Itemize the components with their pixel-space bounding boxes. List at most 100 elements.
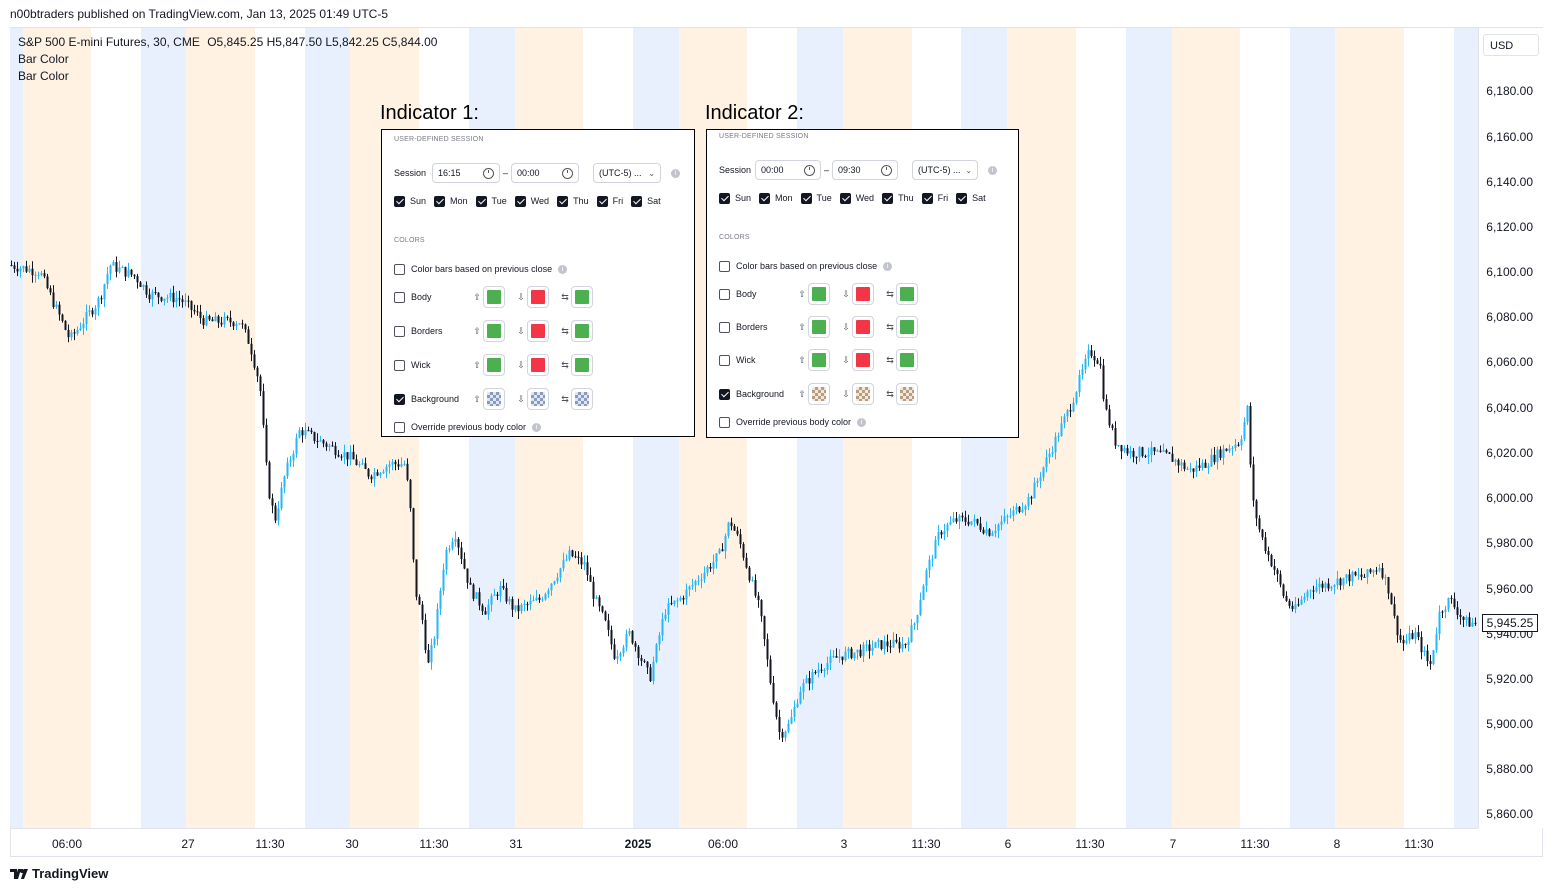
up-color-swatch[interactable] <box>808 283 830 305</box>
candle <box>1201 459 1204 471</box>
day-label: Tue <box>491 196 507 206</box>
symbol-row[interactable]: S&P 500 E-mini Futures, 30, CME O5,845.2… <box>18 34 437 51</box>
indicator-legend-1[interactable]: Bar Color <box>18 52 69 66</box>
up-color-swatch[interactable] <box>808 383 830 405</box>
candle <box>1270 553 1273 568</box>
candle <box>1111 423 1114 431</box>
day-wed-checkbox[interactable]: Wed <box>514 195 549 207</box>
wick-checkbox[interactable] <box>719 354 730 366</box>
candle <box>1168 451 1171 454</box>
borders-checkbox[interactable] <box>719 321 730 333</box>
indicator-legend-2[interactable]: Bar Color <box>18 69 69 83</box>
candle <box>1435 627 1438 653</box>
up-color-swatch[interactable] <box>483 286 505 308</box>
candle <box>610 625 613 650</box>
neutral-color-swatch[interactable] <box>571 354 593 376</box>
swap-arrow-icon: ⇆ <box>886 321 894 332</box>
neutral-color-swatch[interactable] <box>571 388 593 410</box>
session-start-input[interactable]: 16:15 <box>432 163 500 183</box>
day-sun-checkbox[interactable]: Sun <box>719 192 751 204</box>
override-row[interactable]: Override previous body color i <box>719 414 867 430</box>
info-icon[interactable]: i <box>671 168 681 178</box>
candle <box>1333 584 1336 595</box>
candle <box>1330 585 1333 592</box>
override-row[interactable]: Override previous body color i <box>394 419 542 435</box>
currency-button[interactable]: USD <box>1483 34 1539 56</box>
candle <box>1033 477 1036 499</box>
time-axis[interactable]: 06:00 27 11:30 30 11:30 31 2025 06:00 3 … <box>10 828 1478 857</box>
day-mon-checkbox[interactable]: Mon <box>759 192 793 204</box>
down-color-swatch[interactable] <box>527 354 549 376</box>
background-checkbox[interactable] <box>394 393 405 405</box>
price-tick: 6,040.00 <box>1486 401 1533 415</box>
day-fri-checkbox[interactable]: Fri <box>921 192 948 204</box>
neutral-color-swatch[interactable] <box>571 286 593 308</box>
info-icon[interactable]: i <box>558 264 568 274</box>
day-mon-checkbox[interactable]: Mon <box>434 195 468 207</box>
day-tue-checkbox[interactable]: Tue <box>800 192 832 204</box>
candle <box>1186 466 1189 471</box>
candle <box>1027 493 1030 511</box>
neutral-color-swatch[interactable] <box>896 283 918 305</box>
candle <box>268 460 271 500</box>
day-thu-checkbox[interactable]: Thu <box>882 192 914 204</box>
candle <box>1189 462 1192 473</box>
session-end-input[interactable]: 00:00 <box>511 163 580 183</box>
down-color-swatch[interactable] <box>852 283 874 305</box>
neutral-color-swatch[interactable] <box>571 320 593 342</box>
candle <box>214 312 217 322</box>
info-icon[interactable]: i <box>857 417 867 427</box>
up-color-swatch[interactable] <box>483 388 505 410</box>
neutral-color-swatch[interactable] <box>896 383 918 405</box>
candle <box>1030 495 1033 505</box>
up-color-swatch[interactable] <box>808 349 830 371</box>
day-fri-checkbox[interactable]: Fri <box>596 195 623 207</box>
color-bars-row[interactable]: Color bars based on previous close i <box>719 258 893 274</box>
background-checkbox[interactable] <box>719 388 730 400</box>
up-color-swatch[interactable] <box>483 354 505 376</box>
candle <box>868 639 871 659</box>
body-checkbox[interactable] <box>719 288 730 300</box>
candle <box>1324 581 1327 593</box>
session-start-input[interactable]: 00:00 <box>755 160 821 180</box>
day-thu-checkbox[interactable]: Thu <box>557 195 589 207</box>
session-end-input[interactable]: 09:30 <box>832 160 899 180</box>
day-sun-checkbox[interactable]: Sun <box>394 195 426 207</box>
body-checkbox[interactable] <box>394 291 405 303</box>
candle <box>748 565 751 583</box>
info-icon[interactable]: i <box>532 422 542 432</box>
down-color-swatch[interactable] <box>527 388 549 410</box>
day-sat-checkbox[interactable]: Sat <box>631 195 661 207</box>
candle <box>334 442 337 459</box>
day-tue-checkbox[interactable]: Tue <box>475 195 507 207</box>
down-color-swatch[interactable] <box>527 286 549 308</box>
candle <box>172 285 175 308</box>
timezone-select[interactable]: (UTC-5) ... ⌄ <box>593 163 662 183</box>
candle <box>1180 458 1183 472</box>
candle <box>1171 446 1174 462</box>
price-axis[interactable]: 6,180.00 6,160.00 6,140.00 6,120.00 6,10… <box>1478 28 1543 828</box>
indicator-1-title: Indicator 1: <box>380 102 479 124</box>
info-icon[interactable]: i <box>883 261 893 271</box>
color-bars-row[interactable]: Color bars based on previous close i <box>394 261 568 277</box>
neutral-color-swatch[interactable] <box>896 316 918 338</box>
candle <box>499 581 502 603</box>
down-color-swatch[interactable] <box>527 320 549 342</box>
up-color-swatch[interactable] <box>483 320 505 342</box>
timezone-select[interactable]: (UTC-5) ... ⌄ <box>912 160 979 180</box>
wick-checkbox[interactable] <box>394 359 405 371</box>
candle <box>1183 459 1186 472</box>
candle <box>316 433 319 448</box>
candle <box>841 656 844 665</box>
tradingview-logo[interactable]: TradingView <box>10 866 108 881</box>
info-icon[interactable]: i <box>988 165 998 175</box>
down-color-swatch[interactable] <box>852 316 874 338</box>
up-color-swatch[interactable] <box>808 316 830 338</box>
day-wed-checkbox[interactable]: Wed <box>839 192 874 204</box>
borders-checkbox[interactable] <box>394 325 405 337</box>
day-sat-checkbox[interactable]: Sat <box>956 192 986 204</box>
neutral-color-swatch[interactable] <box>896 349 918 371</box>
down-color-swatch[interactable] <box>852 349 874 371</box>
down-color-swatch[interactable] <box>852 383 874 405</box>
candle <box>442 563 445 596</box>
